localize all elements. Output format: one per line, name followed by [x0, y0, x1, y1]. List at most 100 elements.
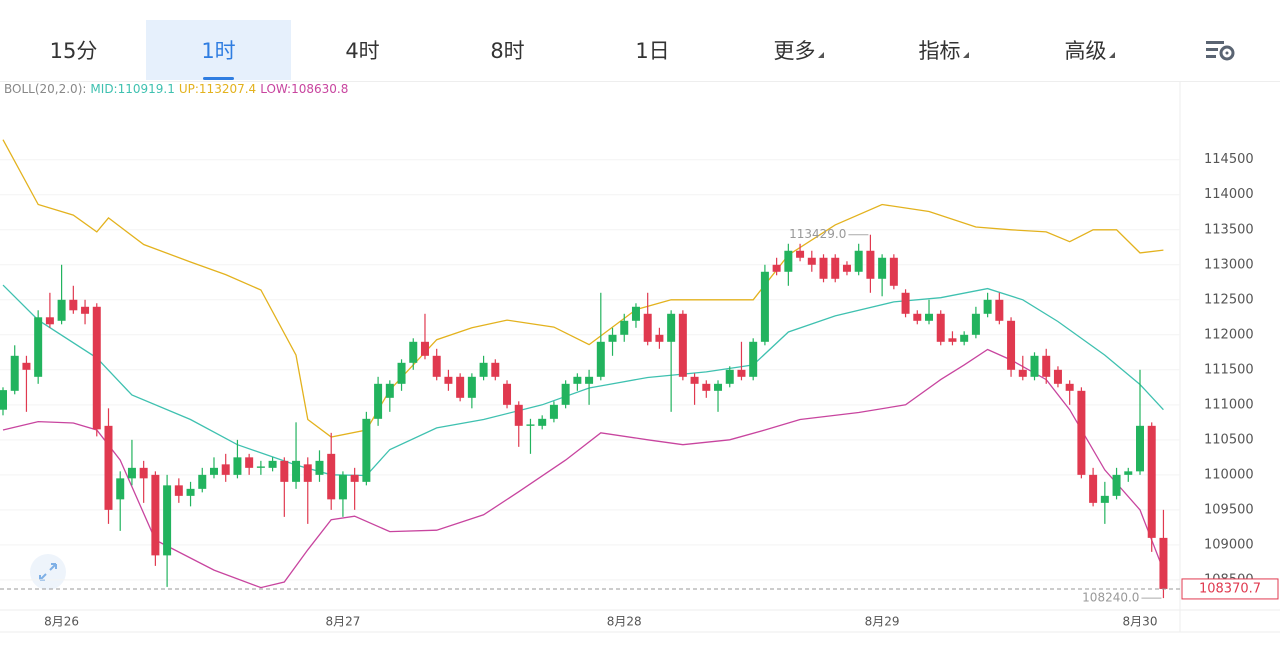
candle-body: [760, 271, 769, 342]
candle-body: [971, 313, 980, 335]
tab[interactable]: 高级: [1017, 20, 1162, 80]
candle-body: [913, 313, 922, 321]
last-price-label: 108370.7: [1199, 581, 1261, 596]
candle-body: [315, 460, 324, 475]
candle-body: [467, 376, 476, 398]
tab-label: 高级: [1064, 39, 1107, 63]
tab[interactable]: 4时: [290, 20, 435, 80]
candle-body: [491, 362, 500, 377]
last-price-box: [1181, 578, 1279, 600]
y-tick-label: 112000: [1204, 327, 1254, 342]
y-tick-label: 110000: [1204, 467, 1254, 482]
extreme-label: 113429.0: [789, 227, 846, 241]
tab-label: 15分: [49, 39, 98, 63]
candle-body: [1042, 355, 1051, 377]
candle-body: [925, 313, 934, 321]
candle-body: [245, 457, 254, 468]
candle-body: [385, 383, 394, 398]
tab[interactable]: 指标: [871, 20, 1016, 80]
candle-body: [538, 418, 547, 426]
candle-body: [878, 257, 887, 279]
legend-entry: LOW:108630.8: [260, 82, 349, 96]
tab-label: 1日: [635, 39, 670, 63]
candle-body: [725, 369, 734, 384]
candle-body: [1065, 383, 1074, 391]
candle-body: [960, 334, 969, 342]
candle-body: [819, 257, 828, 279]
boll-line: [2, 284, 1164, 477]
tab-label: 4时: [345, 39, 380, 63]
y-tick-label: 114500: [1204, 152, 1254, 167]
tab[interactable]: 更多: [726, 20, 871, 80]
candle-body: [34, 317, 43, 377]
candle-body: [784, 250, 793, 272]
candle-body: [198, 474, 207, 489]
indicator-name: BOLL(20,2.0):: [4, 82, 87, 96]
boll-line: [2, 139, 1164, 438]
candle-body: [81, 306, 90, 314]
candle-body: [163, 485, 172, 556]
candle-body: [116, 478, 125, 500]
candle-body: [139, 467, 148, 479]
candle-body: [174, 485, 183, 496]
candle-body: [1018, 369, 1027, 377]
candle-body: [0, 390, 7, 410]
legend-entry: UP:113207.4: [178, 82, 257, 96]
candle-body: [1159, 537, 1168, 589]
candle-body: [92, 306, 101, 430]
y-tick-label: 111500: [1204, 362, 1254, 377]
candle-body: [268, 460, 277, 468]
candle-body: [631, 306, 640, 321]
candle-body: [1147, 425, 1156, 538]
tab-selected[interactable]: 1时: [146, 20, 291, 80]
candle-body: [1053, 369, 1062, 384]
candle-body: [772, 264, 781, 272]
candle-body: [667, 313, 676, 342]
candle-body: [10, 355, 19, 391]
candle-body: [186, 488, 195, 496]
candle-body: [655, 334, 664, 342]
candle-body: [409, 341, 418, 363]
tab-label: 1时: [201, 39, 236, 63]
candle-body: [620, 320, 629, 335]
extreme-label: 108240.0: [1082, 591, 1139, 605]
candle-body: [57, 299, 66, 321]
legend-entry: MID:110919.1: [90, 82, 175, 96]
x-tick-label: 8月28: [607, 615, 642, 629]
candle-body: [737, 369, 746, 377]
candle-body: [1112, 474, 1121, 496]
candle-body: [209, 467, 218, 475]
candle-body: [444, 376, 453, 384]
candle-body: [397, 362, 406, 384]
candle-body: [303, 464, 312, 482]
y-tick-label: 110500: [1204, 432, 1254, 447]
candle-body: [690, 376, 699, 384]
y-tick-label: 112500: [1204, 292, 1254, 307]
candle-body: [151, 474, 160, 556]
settings-button[interactable]: [1204, 38, 1238, 64]
tab-bar: 15分 1时 4时 8时 1日 更多 指标 高级: [0, 0, 1280, 82]
candle-body: [233, 457, 242, 475]
tab[interactable]: 15分: [1, 20, 146, 80]
candle-body: [796, 250, 805, 258]
candle-body: [374, 383, 383, 419]
candle-body: [854, 250, 863, 272]
candle-body: [479, 362, 488, 377]
dropdown-icon: [1108, 52, 1115, 58]
candle-body: [127, 467, 136, 479]
y-tick-label: 108500: [1204, 572, 1254, 587]
candle-body: [503, 383, 512, 405]
candle-body: [256, 466, 265, 468]
tab[interactable]: 1日: [580, 20, 725, 80]
candle-body: [1007, 320, 1016, 370]
candle-body: [573, 376, 582, 384]
y-tick-label: 114000: [1204, 187, 1254, 202]
x-tick-label: 8月30: [1123, 615, 1158, 629]
tab[interactable]: 8时: [435, 20, 580, 80]
indicator-legend: BOLL(20,2.0): MID:110919.1 UP:113207.4 LOW:…: [4, 82, 352, 96]
dropdown-icon: [817, 52, 824, 58]
candle-body: [1077, 390, 1086, 475]
candle-body: [561, 383, 570, 405]
tab-label: 更多: [773, 39, 816, 63]
